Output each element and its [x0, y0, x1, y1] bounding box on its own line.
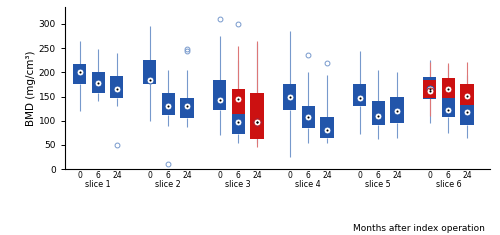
Bar [110, 76, 124, 98]
Bar [143, 60, 156, 85]
Bar [442, 78, 455, 98]
Text: slice 2: slice 2 [156, 180, 181, 189]
Text: slice 6: slice 6 [436, 180, 461, 189]
Text: Months after index operation: Months after index operation [353, 224, 485, 233]
Bar [92, 72, 105, 93]
Bar [250, 93, 264, 139]
Text: slice 5: slice 5 [366, 180, 391, 189]
Bar [283, 85, 296, 110]
Bar [213, 80, 226, 110]
Bar [73, 64, 86, 85]
Bar [390, 97, 404, 123]
Bar [180, 98, 194, 118]
Bar [320, 117, 334, 138]
Text: slice 1: slice 1 [86, 180, 111, 189]
Bar [162, 93, 175, 115]
Y-axis label: BMD (mg/cm³): BMD (mg/cm³) [26, 50, 36, 126]
Bar [372, 102, 385, 125]
Bar [302, 106, 315, 128]
Bar [442, 98, 455, 117]
Text: slice 3: slice 3 [226, 180, 251, 189]
Bar [232, 89, 245, 114]
Bar [353, 85, 366, 106]
Bar [423, 77, 436, 99]
Bar [460, 85, 473, 105]
Bar [423, 80, 436, 98]
Text: slice 4: slice 4 [296, 180, 321, 189]
Bar [232, 105, 245, 134]
Bar [460, 99, 473, 125]
Bar [250, 105, 264, 136]
